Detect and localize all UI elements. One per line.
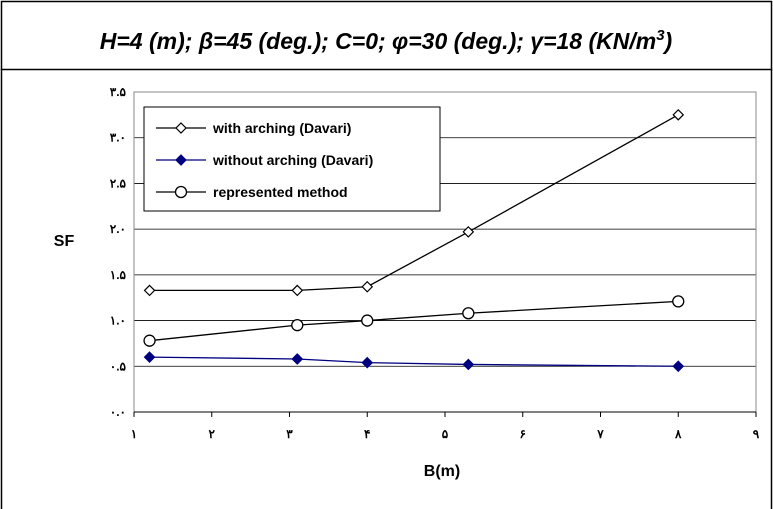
data-point xyxy=(143,334,156,347)
title-part: =30 (deg.); xyxy=(408,28,530,54)
x-tick-label: ٧ xyxy=(596,427,604,441)
title-part: 3 xyxy=(656,27,665,44)
title-part: =18 (KN/m xyxy=(543,28,656,54)
header-box xyxy=(0,0,773,71)
data-point xyxy=(361,314,374,327)
legend-label: with arching (Davari) xyxy=(212,120,351,136)
series-1 xyxy=(143,109,685,297)
title-part: φ xyxy=(392,28,408,54)
y-tick-label: ١.٠ xyxy=(110,314,126,328)
x-tick-label: ۵ xyxy=(442,427,449,441)
data-point xyxy=(361,280,374,293)
y-tick-label: ٢.٠ xyxy=(110,222,126,236)
data-point xyxy=(291,353,304,365)
data-point xyxy=(462,358,475,371)
x-tick-label: ٨ xyxy=(674,427,682,441)
x-tick-label: ٣ xyxy=(286,427,293,441)
title-part: H=4 (m); xyxy=(100,28,199,54)
title-part: β xyxy=(198,28,213,54)
series-line xyxy=(149,356,679,367)
series-line xyxy=(149,300,679,342)
data-point xyxy=(462,307,475,320)
data-point xyxy=(143,284,156,297)
series-3 xyxy=(143,295,685,347)
x-tick-label: ٩ xyxy=(753,427,760,441)
legend-label: without arching (Davari) xyxy=(212,152,373,168)
title-part: γ xyxy=(530,28,544,54)
x-axis-label: B(m) xyxy=(424,463,460,480)
x-tick-label: ۶ xyxy=(520,427,526,441)
series-layer xyxy=(143,109,685,373)
data-point xyxy=(291,318,304,332)
y-axis-label: SF xyxy=(54,233,75,250)
y-tick-label: ٢.۵ xyxy=(110,176,127,190)
y-axis-tick-labels: ٠.٠ ٠.۵ ١.٠ ١.۵ ٢.٠ ٢.۵ ٣.٠ ٣.۵ xyxy=(110,85,127,419)
data-point xyxy=(291,284,304,297)
legend-box xyxy=(143,106,441,212)
x-tick-label: ١ xyxy=(131,427,137,441)
x-axis: ١ ٢ ٣ ۴ ۵ ۶ ٧ ٨ ٩ xyxy=(131,411,760,441)
data-point xyxy=(672,295,685,308)
legend-label: represented method xyxy=(213,184,348,200)
legend: with arching (Davari) without arching (Da… xyxy=(143,106,441,212)
y-tick-label: ٣.٠ xyxy=(110,131,126,145)
data-point xyxy=(143,351,156,363)
data-point xyxy=(361,356,374,369)
y-tick-label: ٠.۵ xyxy=(110,359,127,373)
title-part: =45 (deg.); C=0; xyxy=(213,28,392,54)
series-2 xyxy=(143,351,685,373)
title-part: ) xyxy=(662,28,673,54)
data-point xyxy=(672,109,685,121)
data-point xyxy=(672,360,685,373)
chart-title: H=4 (m); β=45 (deg.); C=0; φ=30 (deg.); … xyxy=(100,27,672,54)
legend-marker xyxy=(174,185,188,199)
y-tick-label: ١.۵ xyxy=(110,268,127,282)
x-tick-label: ۴ xyxy=(364,427,370,441)
legend-marker xyxy=(175,154,187,166)
y-tick-label: ٠.٠ xyxy=(110,405,126,419)
legend-marker xyxy=(175,122,187,134)
x-tick-label: ٢ xyxy=(209,427,216,441)
y-tick-label: ٣.۵ xyxy=(110,85,127,99)
data-point xyxy=(462,226,475,238)
